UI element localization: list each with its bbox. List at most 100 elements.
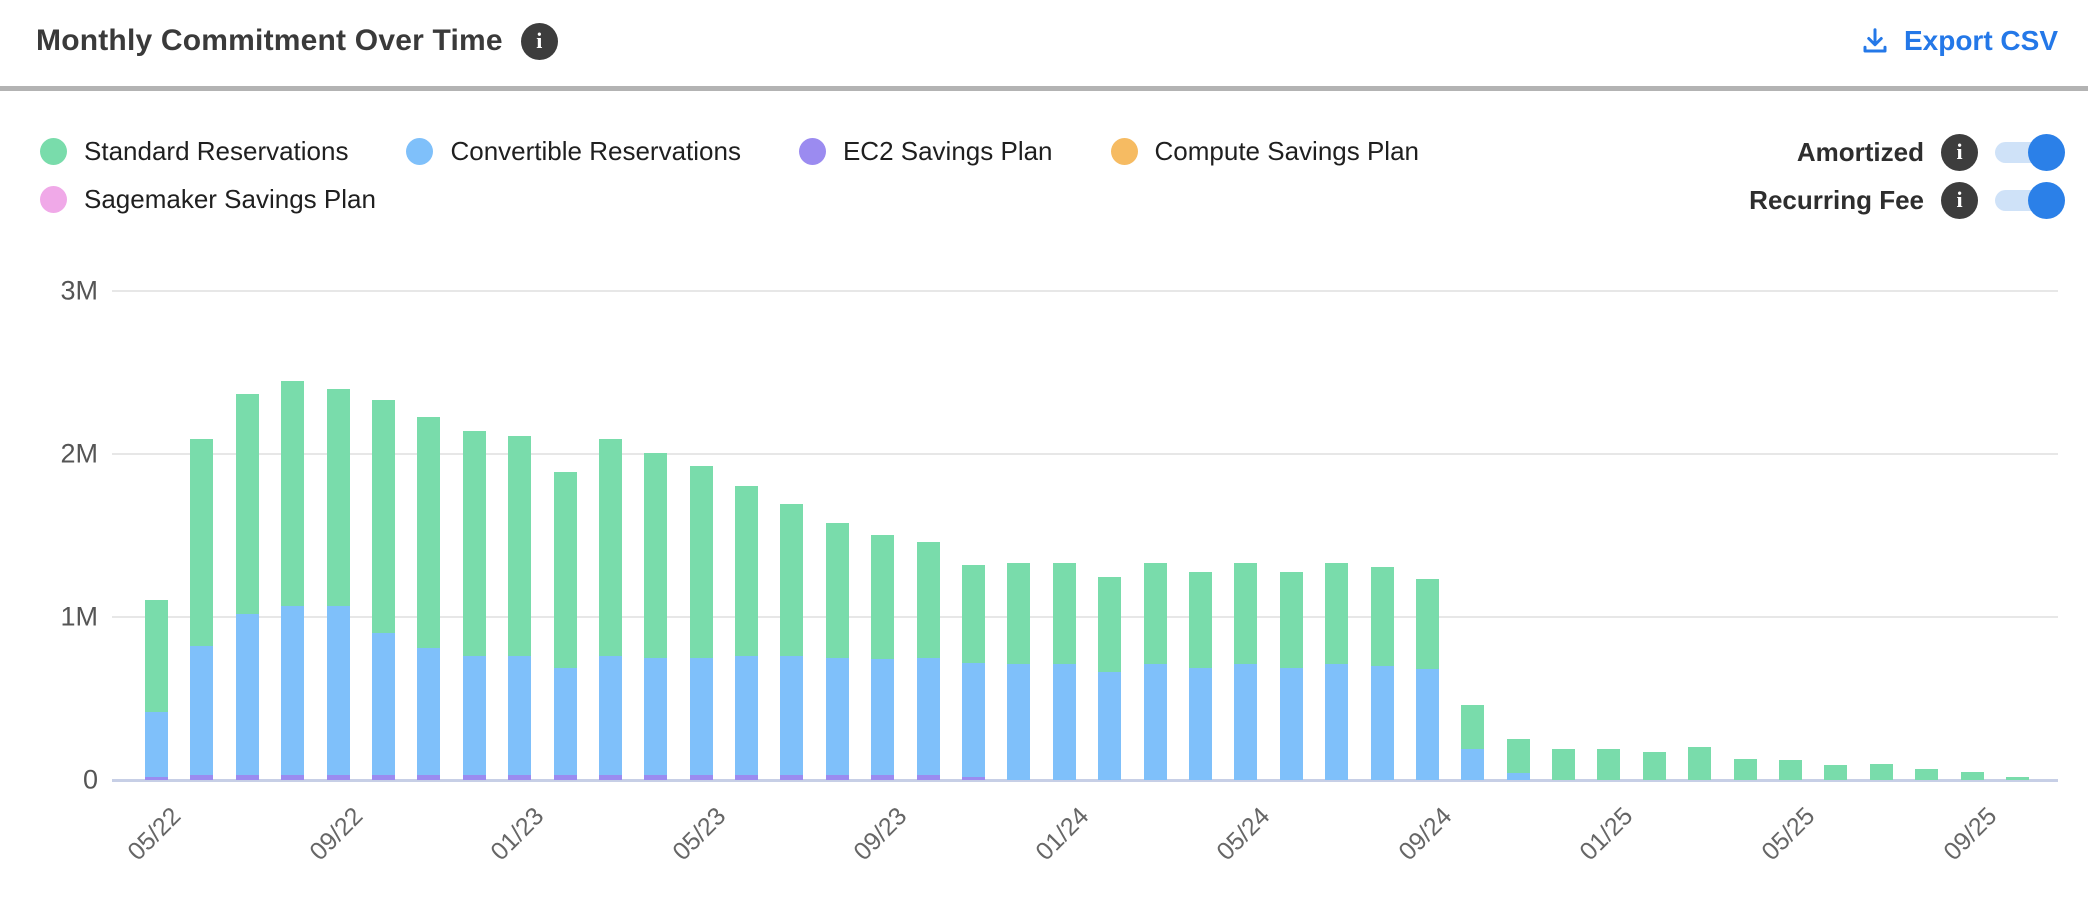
bar-12/24-standard-reservations[interactable]: [1552, 749, 1575, 780]
bar-02/23-standard-reservations[interactable]: [554, 472, 577, 668]
bar-03/24-standard-reservations[interactable]: [1144, 563, 1167, 664]
bar-05/24-convertible-reservations[interactable]: [1234, 664, 1257, 780]
bar-01/23-convertible-reservations[interactable]: [508, 656, 531, 775]
bar-01/25-standard-reservations[interactable]: [1597, 749, 1620, 780]
bar-08/23-standard-reservations[interactable]: [826, 523, 849, 658]
amortized-info-icon[interactable]: i: [1941, 133, 1978, 171]
bar-08/22-standard-reservations[interactable]: [281, 381, 304, 606]
bar-08/23-convertible-reservations[interactable]: [826, 658, 849, 775]
bar-07/22-standard-reservations[interactable]: [236, 394, 259, 614]
bar-09/22-convertible-reservations[interactable]: [327, 605, 350, 775]
bar-02/24-convertible-reservations[interactable]: [1098, 672, 1121, 780]
bar-11/24-convertible-reservations[interactable]: [1507, 773, 1530, 780]
bar-08/23-ec2-savings-plan[interactable]: [826, 775, 849, 780]
amortized-toggle[interactable]: [1995, 133, 2065, 171]
bar-07/22-convertible-reservations[interactable]: [236, 614, 259, 775]
bar-02/24-standard-reservations[interactable]: [1098, 577, 1121, 672]
bar-01/23-ec2-savings-plan[interactable]: [508, 775, 531, 780]
bar-01/24-standard-reservations[interactable]: [1053, 563, 1076, 664]
bar-07/22-ec2-savings-plan[interactable]: [236, 775, 259, 780]
bar-09/22-ec2-savings-plan[interactable]: [327, 775, 350, 780]
bar-05/23-ec2-savings-plan[interactable]: [690, 775, 713, 780]
bar-12/22-ec2-savings-plan[interactable]: [463, 775, 486, 780]
bar-10/24-convertible-reservations[interactable]: [1461, 749, 1484, 780]
bar-10/23-convertible-reservations[interactable]: [917, 658, 940, 775]
title-info-icon[interactable]: i: [520, 22, 558, 60]
legend-item-sagemaker-savings-plan[interactable]: Sagemaker Savings Plan: [40, 184, 376, 215]
bar-02/25-standard-reservations[interactable]: [1643, 752, 1666, 780]
bar-11/23-convertible-reservations[interactable]: [962, 663, 985, 777]
bar-12/23-standard-reservations[interactable]: [1007, 563, 1030, 664]
bar-12/23-convertible-reservations[interactable]: [1007, 664, 1030, 780]
bar-05/25-standard-reservations[interactable]: [1779, 760, 1802, 780]
bar-11/24-standard-reservations[interactable]: [1507, 739, 1530, 773]
bar-03/24-convertible-reservations[interactable]: [1144, 664, 1167, 780]
bar-04/24-convertible-reservations[interactable]: [1189, 668, 1212, 780]
bar-11/22-ec2-savings-plan[interactable]: [417, 775, 440, 780]
bar-05/22-convertible-reservations[interactable]: [145, 712, 168, 777]
bar-04/23-standard-reservations[interactable]: [644, 453, 667, 658]
bar-03/25-standard-reservations[interactable]: [1688, 747, 1711, 780]
bar-06/25-standard-reservations[interactable]: [1824, 765, 1847, 780]
bar-05/23-convertible-reservations[interactable]: [690, 658, 713, 775]
bar-11/23-standard-reservations[interactable]: [962, 565, 985, 663]
recurring-fee-info-icon[interactable]: i: [1941, 181, 1978, 219]
bar-03/23-ec2-savings-plan[interactable]: [599, 775, 622, 780]
legend-item-ec2-savings-plan[interactable]: EC2 Savings Plan: [798, 136, 1053, 167]
bar-06/22-convertible-reservations[interactable]: [190, 646, 213, 775]
bar-10/22-standard-reservations[interactable]: [372, 400, 395, 633]
bar-09/23-standard-reservations[interactable]: [871, 535, 894, 659]
bar-05/24-standard-reservations[interactable]: [1234, 563, 1257, 664]
bar-09/22-standard-reservations[interactable]: [327, 389, 350, 606]
bar-08/25-standard-reservations[interactable]: [1915, 769, 1938, 780]
bar-12/22-convertible-reservations[interactable]: [463, 656, 486, 775]
bar-07/23-standard-reservations[interactable]: [780, 504, 803, 656]
bar-06/22-ec2-savings-plan[interactable]: [190, 775, 213, 780]
bar-09/24-standard-reservations[interactable]: [1416, 579, 1439, 669]
bar-05/23-standard-reservations[interactable]: [690, 466, 713, 658]
bar-11/22-standard-reservations[interactable]: [417, 417, 440, 648]
bar-01/24-convertible-reservations[interactable]: [1053, 664, 1076, 780]
bar-04/24-standard-reservations[interactable]: [1189, 572, 1212, 668]
bar-12/22-standard-reservations[interactable]: [463, 431, 486, 656]
bar-03/23-convertible-reservations[interactable]: [599, 656, 622, 775]
bar-06/24-convertible-reservations[interactable]: [1280, 668, 1303, 780]
bar-06/23-convertible-reservations[interactable]: [735, 656, 758, 775]
bar-07/24-standard-reservations[interactable]: [1325, 563, 1348, 664]
bar-02/23-convertible-reservations[interactable]: [554, 667, 577, 775]
export-csv-button[interactable]: Export CSV: [1860, 25, 2058, 57]
legend-item-compute-savings-plan[interactable]: Compute Savings Plan: [1110, 136, 1419, 167]
bar-09/24-convertible-reservations[interactable]: [1416, 669, 1439, 780]
bar-03/23-standard-reservations[interactable]: [599, 439, 622, 656]
bar-10/23-ec2-savings-plan[interactable]: [917, 775, 940, 780]
bar-10/22-ec2-savings-plan[interactable]: [372, 775, 395, 780]
bar-09/23-ec2-savings-plan[interactable]: [871, 775, 894, 780]
bar-07/23-convertible-reservations[interactable]: [780, 656, 803, 775]
bar-06/24-standard-reservations[interactable]: [1280, 572, 1303, 668]
bar-05/22-standard-reservations[interactable]: [145, 600, 168, 712]
bar-06/23-ec2-savings-plan[interactable]: [735, 775, 758, 780]
bar-10/23-standard-reservations[interactable]: [917, 542, 940, 658]
legend-item-standard-reservations[interactable]: Standard Reservations: [40, 136, 348, 167]
bar-07/23-ec2-savings-plan[interactable]: [780, 775, 803, 780]
bar-10/24-standard-reservations[interactable]: [1461, 705, 1484, 749]
bar-04/23-convertible-reservations[interactable]: [644, 658, 667, 775]
bar-07/25-standard-reservations[interactable]: [1870, 764, 1893, 780]
bar-10/22-convertible-reservations[interactable]: [372, 633, 395, 775]
legend-item-convertible-reservations[interactable]: Convertible Reservations: [406, 136, 741, 167]
bar-11/23-ec2-savings-plan[interactable]: [962, 777, 985, 780]
bar-11/22-convertible-reservations[interactable]: [417, 648, 440, 775]
bar-01/23-standard-reservations[interactable]: [508, 436, 531, 656]
bar-10/25-standard-reservations[interactable]: [2006, 777, 2029, 780]
bar-02/23-ec2-savings-plan[interactable]: [554, 775, 577, 780]
bar-08/24-standard-reservations[interactable]: [1371, 567, 1394, 666]
bar-05/22-ec2-savings-plan[interactable]: [145, 777, 168, 780]
bar-09/23-convertible-reservations[interactable]: [871, 659, 894, 775]
bar-07/24-convertible-reservations[interactable]: [1325, 664, 1348, 780]
bar-04/25-standard-reservations[interactable]: [1734, 759, 1757, 780]
bar-06/22-standard-reservations[interactable]: [190, 439, 213, 646]
bar-04/23-ec2-savings-plan[interactable]: [644, 775, 667, 780]
bar-08/22-ec2-savings-plan[interactable]: [281, 775, 304, 780]
recurring-fee-toggle[interactable]: [1995, 181, 2065, 219]
bar-08/22-convertible-reservations[interactable]: [281, 605, 304, 775]
